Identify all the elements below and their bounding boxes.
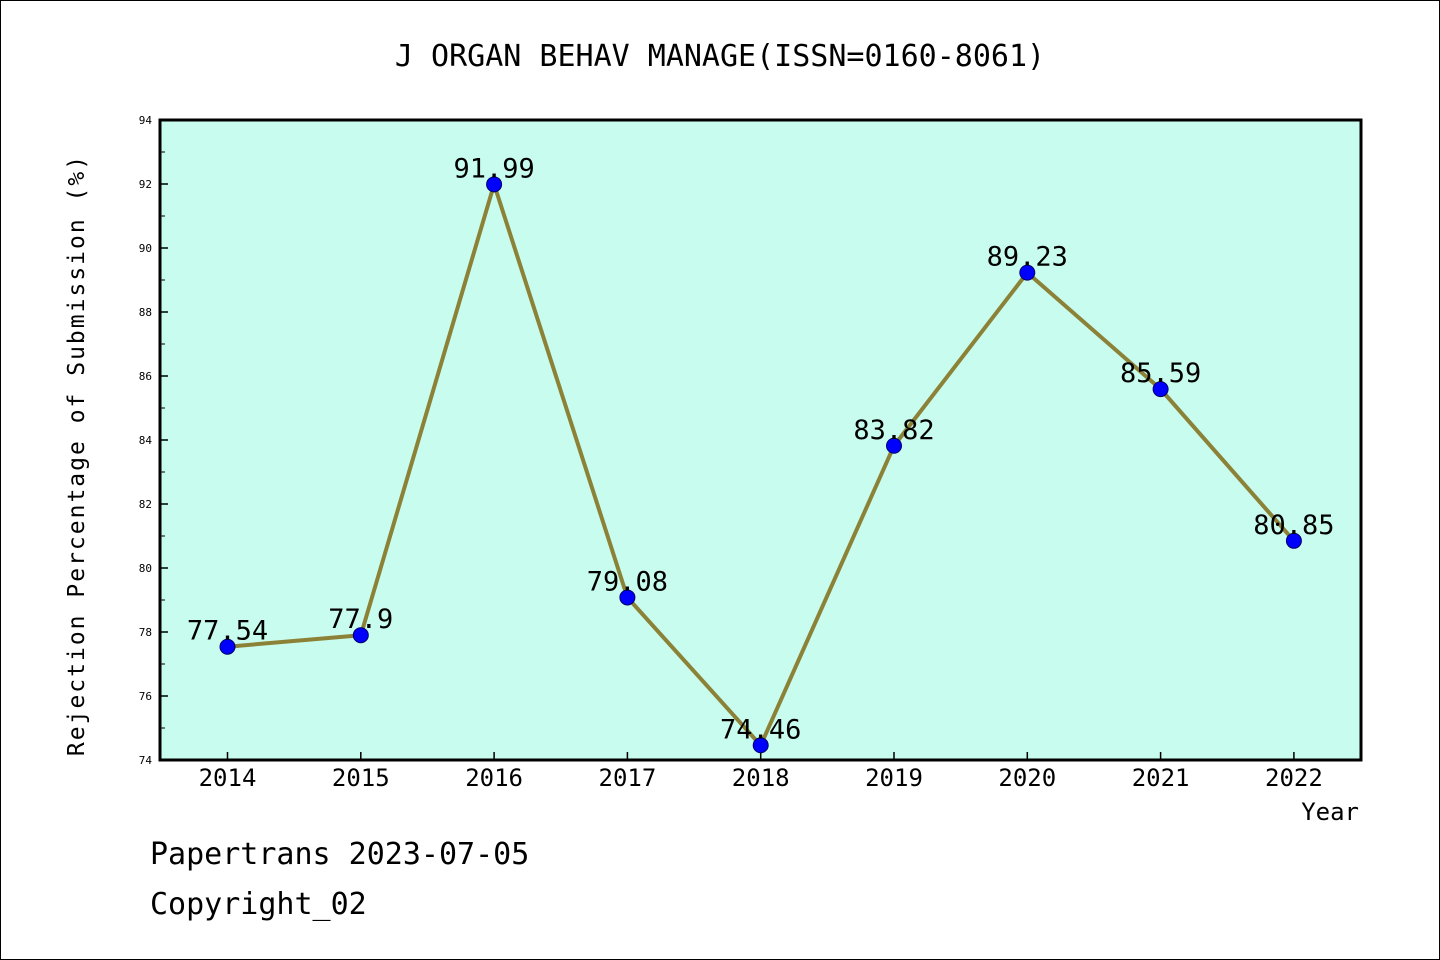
data-label: 85.59 — [1120, 358, 1201, 389]
data-point — [486, 176, 503, 193]
y-tick-label: 84 — [139, 434, 153, 447]
data-point — [352, 627, 369, 644]
y-tick-label: 86 — [139, 370, 152, 383]
x-tick-label: 2015 — [332, 764, 390, 792]
x-tick-label: 2017 — [599, 764, 657, 792]
data-label: 79.08 — [587, 566, 668, 597]
x-axis-label: Year — [1301, 798, 1359, 826]
data-point — [1152, 381, 1169, 398]
data-label: 83.82 — [853, 415, 934, 446]
y-tick-label: 78 — [139, 626, 152, 639]
x-tick-label: 2016 — [465, 764, 523, 792]
x-tick-label: 2020 — [998, 764, 1056, 792]
data-label: 80.85 — [1253, 510, 1334, 541]
x-tick-label: 2022 — [1265, 764, 1323, 792]
data-point — [219, 638, 236, 655]
data-label: 89.23 — [987, 242, 1068, 273]
data-labels: 77.54 77.9 91.99 79.08 74.46 83.82 89.23 85.59 8… — [187, 153, 1335, 745]
data-label: 74.46 — [720, 714, 801, 745]
chart-title: J ORGAN BEHAV MANAGE(ISSN=0160-8061) — [395, 39, 1045, 74]
x-tick-label: 2021 — [1132, 764, 1190, 792]
y-axis-label: Rejection Percentage of Submission (%) — [64, 154, 90, 756]
data-point — [752, 737, 769, 754]
data-markers — [219, 176, 1302, 754]
y-tick-label: 82 — [139, 498, 152, 511]
footer-copyright: Copyright_02 — [150, 887, 367, 922]
x-axis: 2014 2015 2016 2017 2018 2019 2020 2021 2022 — [199, 752, 1323, 792]
x-tick-label: 2019 — [865, 764, 923, 792]
footer-date: Papertrans 2023-07-05 — [150, 837, 529, 872]
plot-area — [158, 118, 1363, 762]
y-tick-label: 94 — [139, 114, 153, 127]
y-tick-label: 90 — [139, 242, 152, 255]
data-point — [1019, 264, 1036, 281]
y-tick-label: 76 — [139, 690, 152, 703]
x-tick-label: 2014 — [199, 764, 257, 792]
y-tick-label: 88 — [139, 306, 152, 319]
data-point — [1285, 532, 1302, 549]
y-tick-label: 92 — [139, 178, 152, 191]
data-point — [619, 589, 636, 606]
data-label: 77.9 — [328, 604, 393, 635]
data-label: 77.54 — [187, 616, 268, 647]
data-point — [886, 437, 902, 454]
x-tick-label: 2018 — [732, 764, 790, 792]
y-tick-label: 80 — [139, 562, 152, 575]
data-label: 91.99 — [453, 153, 534, 184]
y-tick-label: 74 — [139, 754, 153, 767]
y-axis: 74 76 78 80 82 84 86 88 90 92 94 — [139, 114, 168, 767]
